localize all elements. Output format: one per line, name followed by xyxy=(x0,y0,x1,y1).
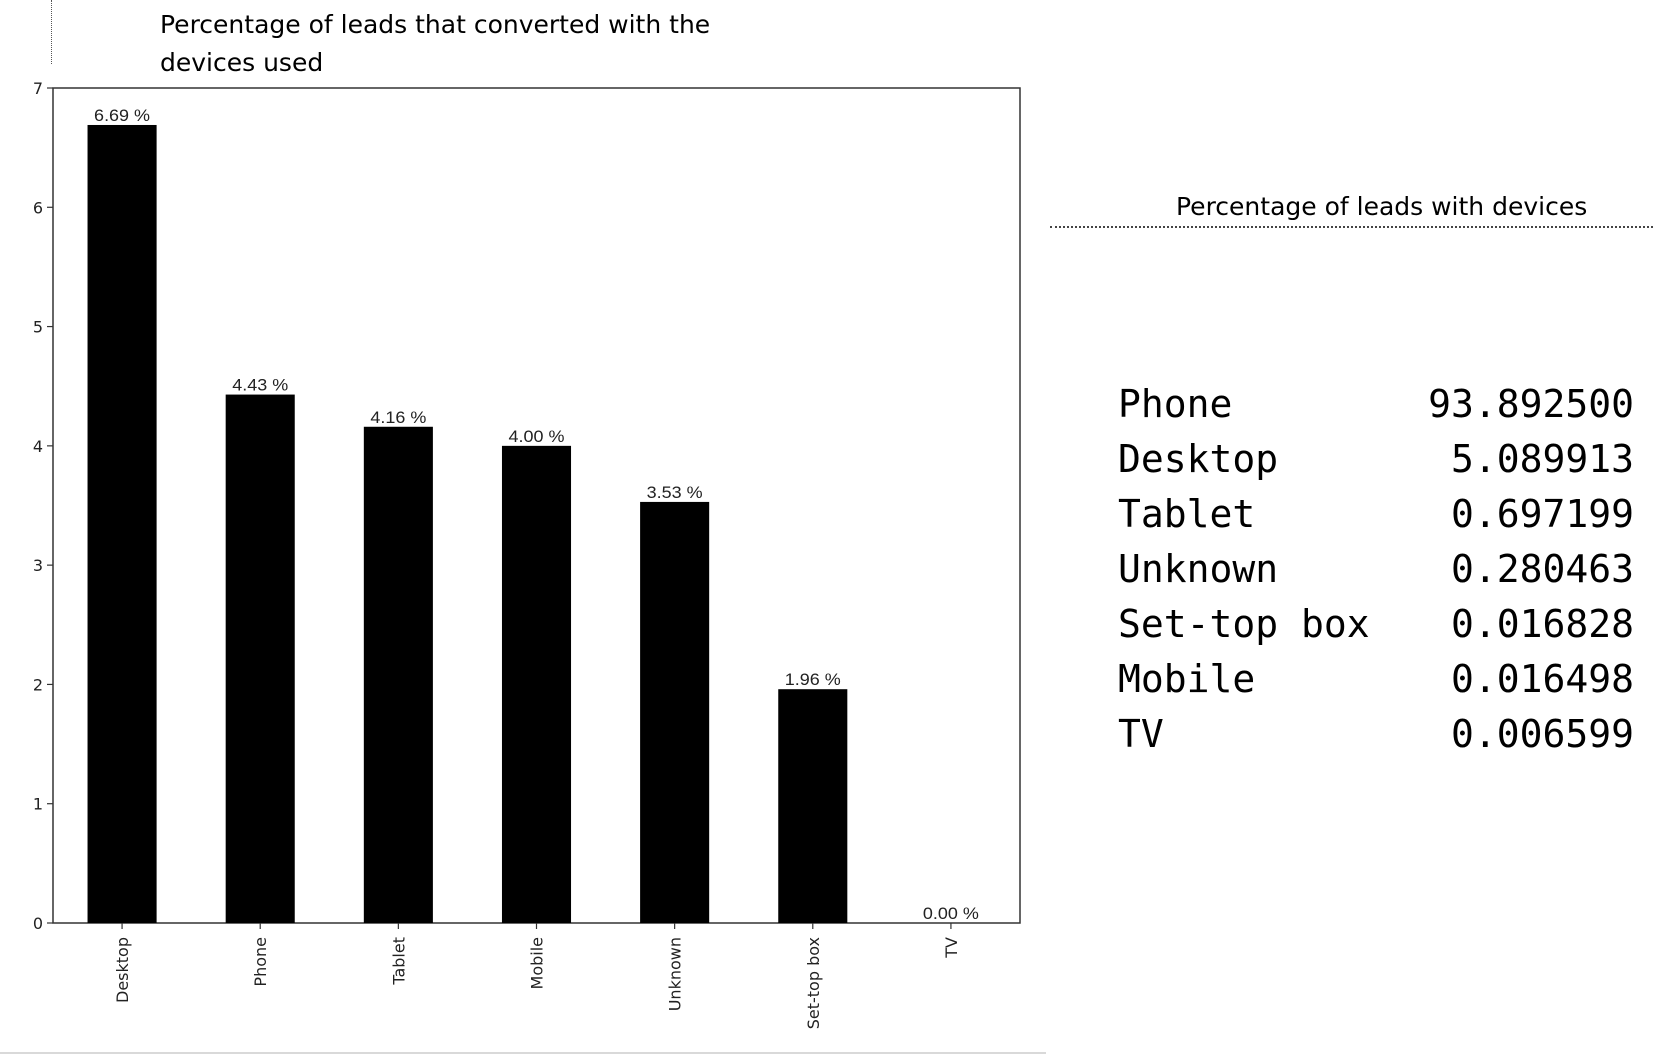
x-tick-label: Set-top box xyxy=(804,937,823,1029)
bar-phone xyxy=(225,394,295,923)
x-tick-label: TV xyxy=(942,937,961,959)
table-row: Phone 93.892500 xyxy=(1118,377,1634,432)
device-percentage: 93.892500 xyxy=(1428,382,1634,426)
data-label: 4.00 % xyxy=(509,427,565,446)
table-row: Mobile 0.016498 xyxy=(1118,652,1634,707)
y-tick-label: 2 xyxy=(33,675,43,694)
device-name: Set-top box xyxy=(1118,602,1370,646)
table-row: Desktop 5.089913 xyxy=(1118,432,1634,487)
bar-unknown xyxy=(640,501,710,923)
y-tick-label: 7 xyxy=(33,79,43,98)
device-percentage: 0.697199 xyxy=(1450,492,1634,536)
y-tick-label: 1 xyxy=(33,795,43,814)
table-row: TV 0.006599 xyxy=(1118,707,1634,762)
device-percentage: 0.016498 xyxy=(1450,657,1634,701)
divider-dotted-vertical xyxy=(51,0,52,64)
data-label: 3.53 % xyxy=(647,483,703,502)
device-name: Unknown xyxy=(1118,547,1279,591)
device-name: Phone xyxy=(1118,382,1233,426)
bottom-rule xyxy=(0,1052,1046,1054)
table-title-rule xyxy=(1050,226,1653,228)
x-tick-label: Tablet xyxy=(389,937,408,986)
table-title: Percentage of leads with devices xyxy=(1176,192,1588,221)
device-percentage: 5.089913 xyxy=(1450,437,1634,481)
data-label: 1.96 % xyxy=(785,670,841,689)
device-name: Tablet xyxy=(1118,492,1256,536)
y-tick-label: 6 xyxy=(33,198,43,217)
data-label: 4.43 % xyxy=(232,376,288,395)
bar-set-top-box xyxy=(778,689,848,923)
table-row: Unknown 0.280463 xyxy=(1118,542,1634,597)
x-tick-label: Phone xyxy=(251,937,270,987)
x-tick-label: Mobile xyxy=(528,937,547,989)
device-percentage: 0.016828 xyxy=(1450,602,1634,646)
y-tick-label: 0 xyxy=(33,914,43,933)
y-tick-label: 5 xyxy=(33,318,43,337)
table-row: Set-top box 0.016828 xyxy=(1118,597,1634,652)
data-label: 6.69 % xyxy=(94,106,150,125)
chart-title: Percentage of leads that converted with … xyxy=(160,10,711,77)
bar-tablet xyxy=(363,426,433,923)
bar-chart: 0 1 2 3 4 5 6 7 6.69 % Desktop 4.43 % Phone 4.16 % Ta… xyxy=(33,79,1021,1029)
device-name: TV xyxy=(1118,712,1164,756)
device-name: Mobile xyxy=(1118,657,1256,701)
data-label: 4.16 % xyxy=(370,408,426,427)
device-percentage: 0.006599 xyxy=(1450,712,1634,756)
device-name: Desktop xyxy=(1118,437,1279,481)
x-tick-label: Desktop xyxy=(113,937,132,1003)
x-tick-label: Unknown xyxy=(666,937,685,1011)
bar-desktop xyxy=(87,124,157,923)
table-row: Tablet 0.697199 xyxy=(1118,487,1634,542)
device-percentage-table: Phone 93.892500 Desktop 5.089913 Tablet 0.697… xyxy=(1118,377,1634,762)
y-tick-label: 4 xyxy=(33,437,43,456)
y-tick-label: 3 xyxy=(33,556,43,575)
device-percentage: 0.280463 xyxy=(1450,547,1634,591)
data-label: 0.00 % xyxy=(923,904,979,923)
bar-mobile xyxy=(501,445,572,923)
